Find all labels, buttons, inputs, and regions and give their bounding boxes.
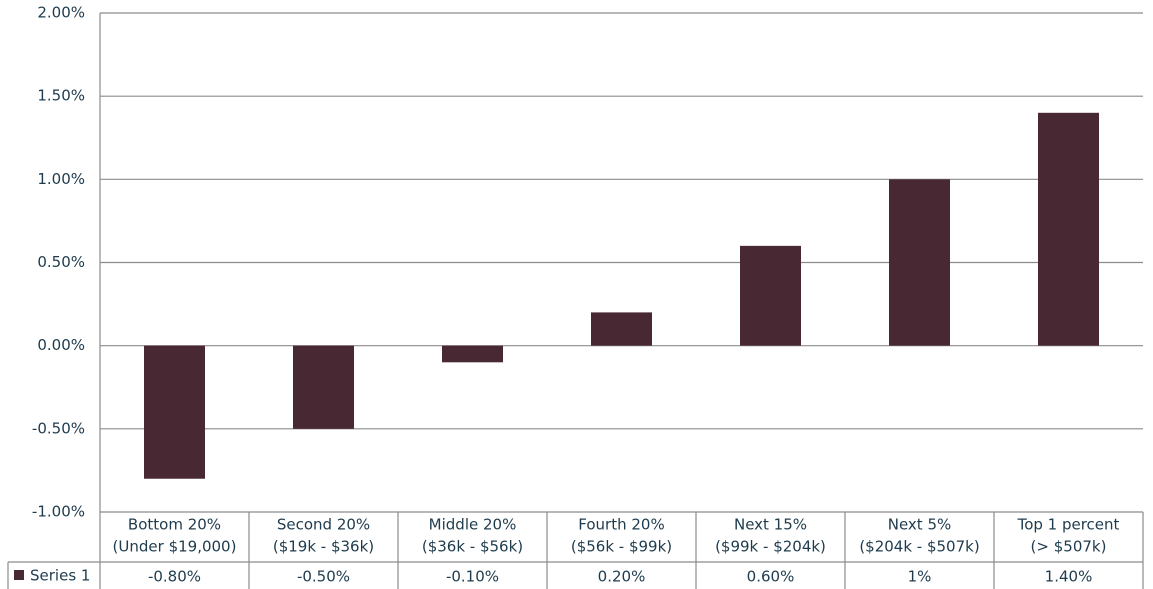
x-tick-label: (> $507k) xyxy=(1031,538,1107,556)
x-tick-label: ($36k - $56k) xyxy=(422,538,523,556)
x-tick-label: ($19k - $36k) xyxy=(273,538,374,556)
legend-label: Series 1 xyxy=(30,567,90,585)
x-tick-label: Bottom 20% xyxy=(128,516,221,534)
table-value: 1% xyxy=(908,568,932,586)
x-tick-label: Second 20% xyxy=(277,516,370,534)
bar xyxy=(740,245,801,346)
y-tick-label: 0.50% xyxy=(37,253,85,271)
table-value: -0.50% xyxy=(297,568,350,586)
bar xyxy=(889,179,950,346)
table-value: -0.80% xyxy=(148,568,201,586)
y-tick-label: -0.50% xyxy=(32,419,85,437)
table-value: 1.40% xyxy=(1045,568,1093,586)
table-value: -0.10% xyxy=(446,568,499,586)
bar xyxy=(293,345,354,429)
x-tick-label: ($204k - $507k) xyxy=(859,538,979,556)
legend-key xyxy=(14,570,24,580)
y-tick-label: 0.00% xyxy=(37,336,85,354)
table-value: 0.20% xyxy=(598,568,646,586)
x-tick-label: Next 15% xyxy=(734,516,807,534)
y-tick-label: -1.00% xyxy=(32,503,85,521)
x-tick-label: Fourth 20% xyxy=(578,516,664,534)
x-tick-label: ($99k - $204k) xyxy=(715,538,826,556)
table-value: 0.60% xyxy=(747,568,795,586)
bar xyxy=(1038,112,1099,346)
y-tick-label: 2.00% xyxy=(37,4,85,22)
bar xyxy=(144,345,205,479)
x-tick-label: ($56k - $99k) xyxy=(571,538,672,556)
x-tick-label: Middle 20% xyxy=(429,516,517,534)
bar xyxy=(442,345,503,363)
x-tick-label: (Under $19,000) xyxy=(113,538,237,556)
x-tick-label: Top 1 percent xyxy=(1017,516,1120,534)
x-tick-label: Next 5% xyxy=(888,516,952,534)
y-tick-label: 1.50% xyxy=(37,87,85,105)
bar xyxy=(591,312,652,346)
y-tick-label: 1.00% xyxy=(37,170,85,188)
